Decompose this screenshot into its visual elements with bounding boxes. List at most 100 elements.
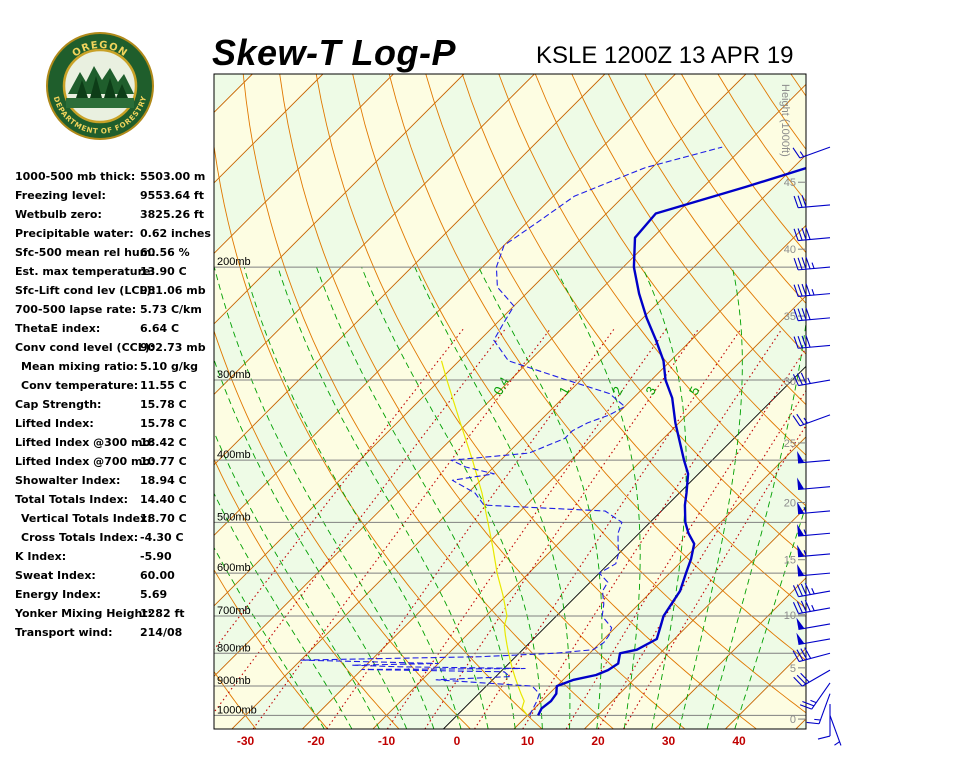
dewpoint-profile-line: [300, 146, 723, 716]
index-label: Energy Index:: [15, 588, 101, 601]
dry-adiabat-line: [214, 458, 400, 729]
temperature-profile-line: [537, 166, 806, 716]
height-tick-label: 30: [784, 376, 796, 388]
moist-adiabat-line: [214, 266, 435, 729]
pressure-label: 200mb: [217, 256, 251, 268]
index-label: Cap Strength:: [15, 398, 102, 411]
wind-barb: [793, 256, 831, 271]
index-value: 60.00: [140, 569, 175, 582]
index-value: 3825.26 ft: [140, 208, 204, 221]
pressure-label: 400mb: [217, 449, 251, 461]
dry-adiabat-line: [498, 74, 806, 507]
index-label: Sfc-Lift cond lev (LCL):: [15, 284, 156, 297]
index-label: Sweat Index:: [15, 569, 96, 582]
wind-barb: [792, 647, 831, 663]
mixing-ratio-line: [326, 328, 615, 729]
mixing-ratio-line: [386, 328, 667, 729]
dry-adiabat-line: [571, 74, 806, 406]
index-label: Freezing level:: [15, 189, 106, 202]
index-value: -5.90: [140, 550, 172, 563]
dry-adiabat-line: [214, 142, 543, 729]
index-value: 981.06 mb: [140, 284, 206, 297]
isotherm-line: [654, 577, 806, 729]
index-value: 13.90 C: [140, 265, 187, 278]
wind-barb: [796, 632, 831, 646]
isotherm-line: [214, 74, 606, 466]
index-value: 18.70 C: [140, 512, 187, 525]
index-label: Mean mixing ratio:: [21, 360, 138, 373]
index-value: 9553.64 ft: [140, 189, 204, 202]
wind-barb: [793, 335, 831, 349]
isotherm-line: [214, 83, 806, 678]
moist-adiabat-line: [243, 266, 462, 729]
temperature-tick-label: 0: [454, 734, 461, 748]
index-value: 902.73 mb: [140, 341, 206, 354]
wind-barb: [793, 307, 831, 322]
index-label: 1000-500 mb thick:: [15, 170, 136, 183]
moist-adiabat-line: [554, 266, 641, 729]
moist-adiabat-line: [478, 266, 603, 729]
isotherm-line: [214, 74, 676, 537]
index-label: Showalter Index:: [15, 474, 121, 487]
dry-adiabat-line: [352, 74, 806, 714]
isotherm-line: [214, 74, 394, 255]
wind-barb: [792, 583, 831, 598]
moist-adiabat-line: [316, 266, 516, 729]
wind-barb: [797, 563, 831, 577]
pressure-label: 800mb: [217, 642, 251, 654]
mixing-ratio-line: [424, 328, 699, 729]
height-tick-label: 40: [784, 244, 796, 256]
index-label: Wetbulb zero:: [15, 208, 102, 221]
index-label: Sfc-500 mean rel hum:: [15, 246, 156, 259]
index-value: 18.42 C: [140, 436, 187, 449]
isotherm-line: [231, 154, 806, 729]
moist-adiabat-line: [706, 319, 806, 729]
dry-adiabat-line: [214, 329, 471, 729]
index-value: 5503.00 m: [140, 170, 206, 183]
index-label: Total Totals Index:: [15, 493, 129, 506]
pressure-label: 900mb: [217, 675, 251, 687]
wind-barb: [806, 693, 831, 725]
index-label: Vertical Totals Index:: [21, 512, 152, 525]
skew-t-diagram: 0.4 1 2 3 5 1000mb900mb800mb700mb600mb500mb4…: [213, 73, 807, 748]
mixing-ratio-line: [214, 328, 506, 714]
station-info: KSLE 1200Z 13 APR 19: [536, 42, 794, 69]
dry-adiabat-line: [534, 74, 806, 456]
height-tick-label: 20: [784, 497, 796, 509]
isotherm-line: [214, 74, 747, 607]
height-tick-label: 15: [784, 555, 796, 567]
index-label: Conv temperature:: [21, 379, 139, 392]
height-tick-label: 10: [784, 610, 796, 622]
temperature-tick-label: -10: [378, 734, 396, 748]
height-tick-label: 5: [790, 663, 796, 675]
index-label: ThetaE index:: [15, 322, 101, 335]
index-value: 5.69: [140, 588, 168, 601]
moist-adiabat-line: [734, 504, 806, 729]
wind-barb: [793, 195, 831, 209]
isotherm-line: [513, 436, 806, 729]
index-label: Yonker Mixing Height:: [15, 607, 152, 620]
moist-adiabat-line: [678, 267, 743, 729]
index-value: 18.94 C: [140, 474, 187, 487]
isotherm-line: [214, 74, 535, 396]
index-label: Lifted Index:: [15, 417, 94, 430]
isotherm-line: [214, 74, 465, 325]
wind-barb: [792, 413, 831, 427]
dry-adiabat-line: [315, 74, 757, 729]
dry-adiabat-line: [214, 568, 328, 729]
moist-adiabat-line: [214, 546, 325, 729]
temperature-tick-label: -30: [237, 734, 255, 748]
index-value: 5.73 C/km: [140, 303, 202, 316]
temperature-tick-label: 20: [591, 734, 605, 748]
wind-barb: [793, 227, 831, 242]
height-tick-label: 0: [790, 714, 796, 726]
wind-barb: [796, 617, 831, 630]
pressure-label: 1000mb: [217, 704, 257, 716]
moist-adiabat-line: [214, 358, 408, 729]
wind-barb: [797, 501, 831, 515]
chart-title: Skew-T Log-P: [212, 32, 457, 73]
height-tick-label: 45: [784, 177, 796, 189]
temperature-band: [214, 84, 806, 729]
temperature-tick-label: 30: [662, 734, 676, 748]
temperature-tick-label: 10: [521, 734, 535, 748]
